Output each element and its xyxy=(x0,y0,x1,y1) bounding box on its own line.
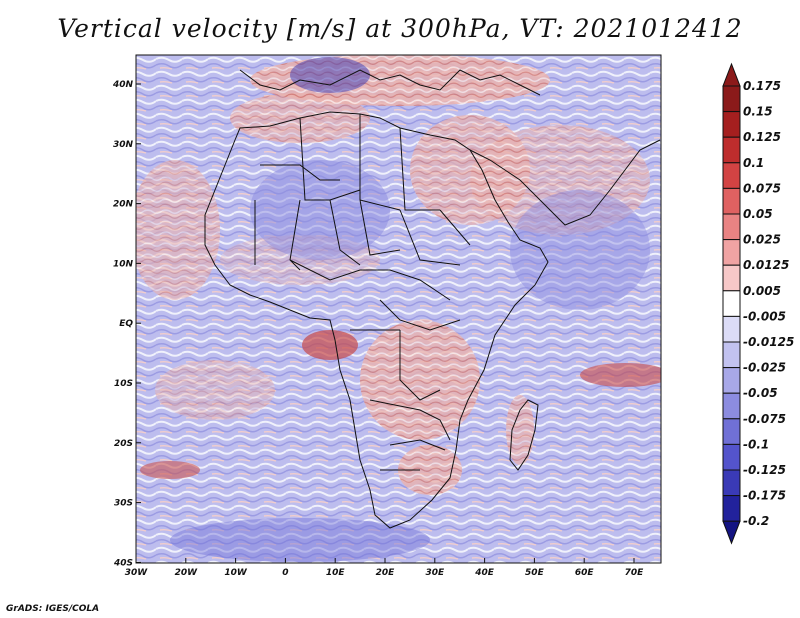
coastlines-borders xyxy=(204,69,661,529)
colorbar-swatch xyxy=(722,341,741,369)
lon-tick-label: 10E xyxy=(326,568,346,578)
colorbar-swatch xyxy=(722,264,741,292)
lat-axis: 40N 30N 20N 10N EQ 10S 20S 30S 40S xyxy=(112,80,141,568)
colorbar-label: -0.0125 xyxy=(743,335,794,349)
colorbar-label: 0.125 xyxy=(743,130,781,144)
colorbar-swatch xyxy=(722,418,741,445)
lon-tick-label: 30E xyxy=(425,568,445,578)
colorbar-swatch xyxy=(722,187,741,215)
colorbar-label: 0.025 xyxy=(743,233,781,247)
lat-tick-label: 30S xyxy=(114,499,133,509)
colorbar-label: -0.125 xyxy=(743,463,786,477)
colorbar-swatch xyxy=(722,290,741,317)
colorbar-swatch xyxy=(722,367,741,394)
colorbar-swatch xyxy=(722,213,741,241)
lon-tick-label: 50E xyxy=(525,568,545,578)
colorbar-swatch xyxy=(722,111,741,138)
map-title: Vertical velocity [m/s] at 300hPa, VT: 2… xyxy=(57,14,743,43)
colorbar-label: 0.005 xyxy=(743,284,781,298)
colorbar-label: 0.175 xyxy=(743,79,781,93)
grads-credit: GrADS: IGES/COLA xyxy=(6,604,100,614)
lat-tick-label: 10S xyxy=(114,379,133,389)
lat-tick-label: 20S xyxy=(114,439,133,449)
lon-tick-label: 40E xyxy=(474,568,495,578)
colorbar-swatch xyxy=(722,239,741,266)
colorbar-label: -0.025 xyxy=(743,361,786,375)
colorbar-swatch xyxy=(722,85,741,113)
colorbar-arrow-top xyxy=(722,62,741,87)
madagascar xyxy=(509,399,539,471)
colorbar-label: -0.005 xyxy=(743,309,786,323)
colorbar-label: 0.0125 xyxy=(743,258,789,272)
lon-tick-label: 20E xyxy=(376,568,396,578)
lon-tick-label: 70E xyxy=(625,568,645,578)
colorbar-label: -0.175 xyxy=(743,489,786,503)
colorbar-label: 0.15 xyxy=(743,105,773,119)
colorbar-swatch xyxy=(722,469,741,497)
lat-tick-label: EQ xyxy=(119,319,133,329)
colorbar-swatch xyxy=(722,136,741,164)
colorbar-label: 0.1 xyxy=(743,156,764,170)
map-frame xyxy=(135,54,662,564)
europe-coast xyxy=(239,69,541,96)
lat-tick-label: 30N xyxy=(113,140,134,150)
colorbar-swatch xyxy=(722,443,741,471)
velocity-field xyxy=(136,55,661,563)
lat-tick-label: 40N xyxy=(112,80,134,90)
arabia-coast xyxy=(469,139,661,226)
colorbar-label: 0.075 xyxy=(743,181,781,195)
lon-axis: 30W 20W 10W 0 10E 20E 30E 40E 50E 60E 70E xyxy=(125,558,644,578)
colorbar-swatch xyxy=(722,392,741,420)
colorbar-label: -0.1 xyxy=(743,437,769,451)
colorbar-swatch xyxy=(722,495,741,522)
lat-tick-label: 10N xyxy=(113,259,134,269)
colorbar: 0.175 0.15 0.125 0.1 0.075 0.05 0.025 0.0125 0.0… xyxy=(722,62,794,545)
lon-tick-label: 20W xyxy=(175,568,199,578)
colorbar-label: -0.2 xyxy=(743,514,769,528)
colorbar-label: -0.075 xyxy=(743,412,786,426)
lon-tick-label: 60E xyxy=(575,568,595,578)
lat-tick-label: 20N xyxy=(113,200,134,210)
africa-coastline xyxy=(204,111,549,529)
colorbar-label: 0.05 xyxy=(743,207,773,221)
lat-tick-label: 40S xyxy=(113,558,133,568)
lon-tick-label: 30W xyxy=(125,568,149,578)
lon-tick-label: 10W xyxy=(224,568,248,578)
colorbar-swatch xyxy=(722,162,741,189)
colorbar-swatch xyxy=(722,315,741,343)
lon-tick-label: 0 xyxy=(282,568,288,578)
colorbar-label: -0.05 xyxy=(743,386,778,400)
colorbar-arrow-bottom xyxy=(722,520,741,545)
